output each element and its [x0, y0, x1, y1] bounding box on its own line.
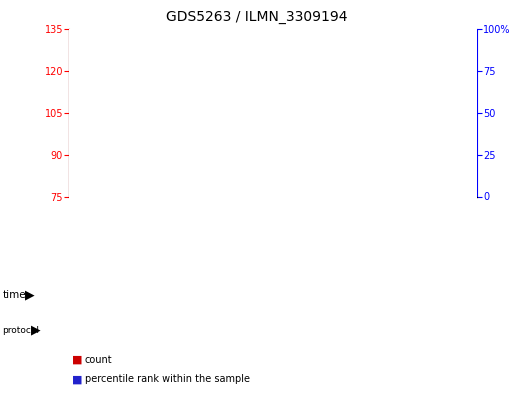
Bar — [341, 312, 409, 348]
Text: percentile rank within the sample: percentile rank within the sample — [85, 374, 250, 384]
Bar — [248, 107, 264, 196]
Text: count: count — [85, 354, 112, 365]
Bar — [283, 68, 298, 196]
Bar — [205, 196, 239, 275]
Bar — [214, 121, 230, 196]
Bar — [409, 196, 443, 275]
Bar — [341, 196, 375, 275]
Bar — [384, 163, 400, 196]
Text: hour 72: hour 72 — [387, 290, 431, 300]
Text: empty vector: empty vector — [277, 326, 338, 334]
Bar — [137, 312, 205, 348]
Text: GSM1149042: GSM1149042 — [315, 173, 324, 224]
Bar — [69, 312, 137, 348]
Bar — [205, 312, 273, 348]
Text: GSM1149041: GSM1149041 — [213, 173, 222, 224]
Bar — [239, 196, 273, 275]
Bar — [69, 196, 103, 275]
Bar — [375, 196, 409, 275]
Text: ▶: ▶ — [25, 288, 34, 301]
Text: GSM1149038: GSM1149038 — [179, 173, 188, 224]
Text: empty vector: empty vector — [412, 326, 473, 334]
Text: pTRex-GRHL1: pTRex-GRHL1 — [208, 326, 270, 334]
Text: GSM1149046: GSM1149046 — [451, 173, 460, 224]
Bar — [137, 196, 171, 275]
Text: pTRex-GRHL1: pTRex-GRHL1 — [72, 326, 134, 334]
Text: GSM1149043: GSM1149043 — [247, 173, 256, 224]
Text: GSM1149044: GSM1149044 — [417, 173, 426, 224]
Text: GSM1149047: GSM1149047 — [383, 173, 392, 224]
Text: ■: ■ — [72, 374, 82, 384]
Text: time: time — [3, 290, 26, 300]
Text: pTRex-GRHL1: pTRex-GRHL1 — [344, 326, 406, 334]
Bar — [112, 110, 128, 196]
Bar — [409, 312, 477, 348]
Bar — [350, 79, 366, 196]
Bar — [273, 312, 341, 348]
Text: empty vector: empty vector — [141, 326, 202, 334]
Bar — [341, 277, 477, 312]
Text: GSM1149037: GSM1149037 — [77, 173, 86, 224]
Bar — [171, 196, 205, 275]
Text: hour 24: hour 24 — [115, 290, 159, 300]
Text: GDS5263 / ILMN_3309194: GDS5263 / ILMN_3309194 — [166, 10, 347, 24]
Bar — [419, 102, 434, 196]
Text: GSM1149045: GSM1149045 — [349, 173, 358, 224]
Bar — [273, 196, 307, 275]
Bar — [443, 196, 477, 275]
Bar — [307, 196, 341, 275]
Bar — [317, 105, 332, 196]
Bar — [147, 119, 162, 196]
Text: GSM1149036: GSM1149036 — [145, 173, 154, 224]
Text: GSM1149039: GSM1149039 — [111, 173, 120, 224]
Text: GSM1149040: GSM1149040 — [281, 173, 290, 224]
Bar — [452, 135, 468, 196]
Text: ■: ■ — [72, 354, 82, 365]
Bar — [78, 135, 94, 196]
Bar — [181, 113, 196, 196]
Text: protocol: protocol — [3, 326, 40, 334]
Bar — [103, 196, 137, 275]
Bar — [205, 277, 341, 312]
Text: ▶: ▶ — [31, 323, 41, 337]
Text: hour 48: hour 48 — [251, 290, 295, 300]
Bar — [69, 277, 205, 312]
